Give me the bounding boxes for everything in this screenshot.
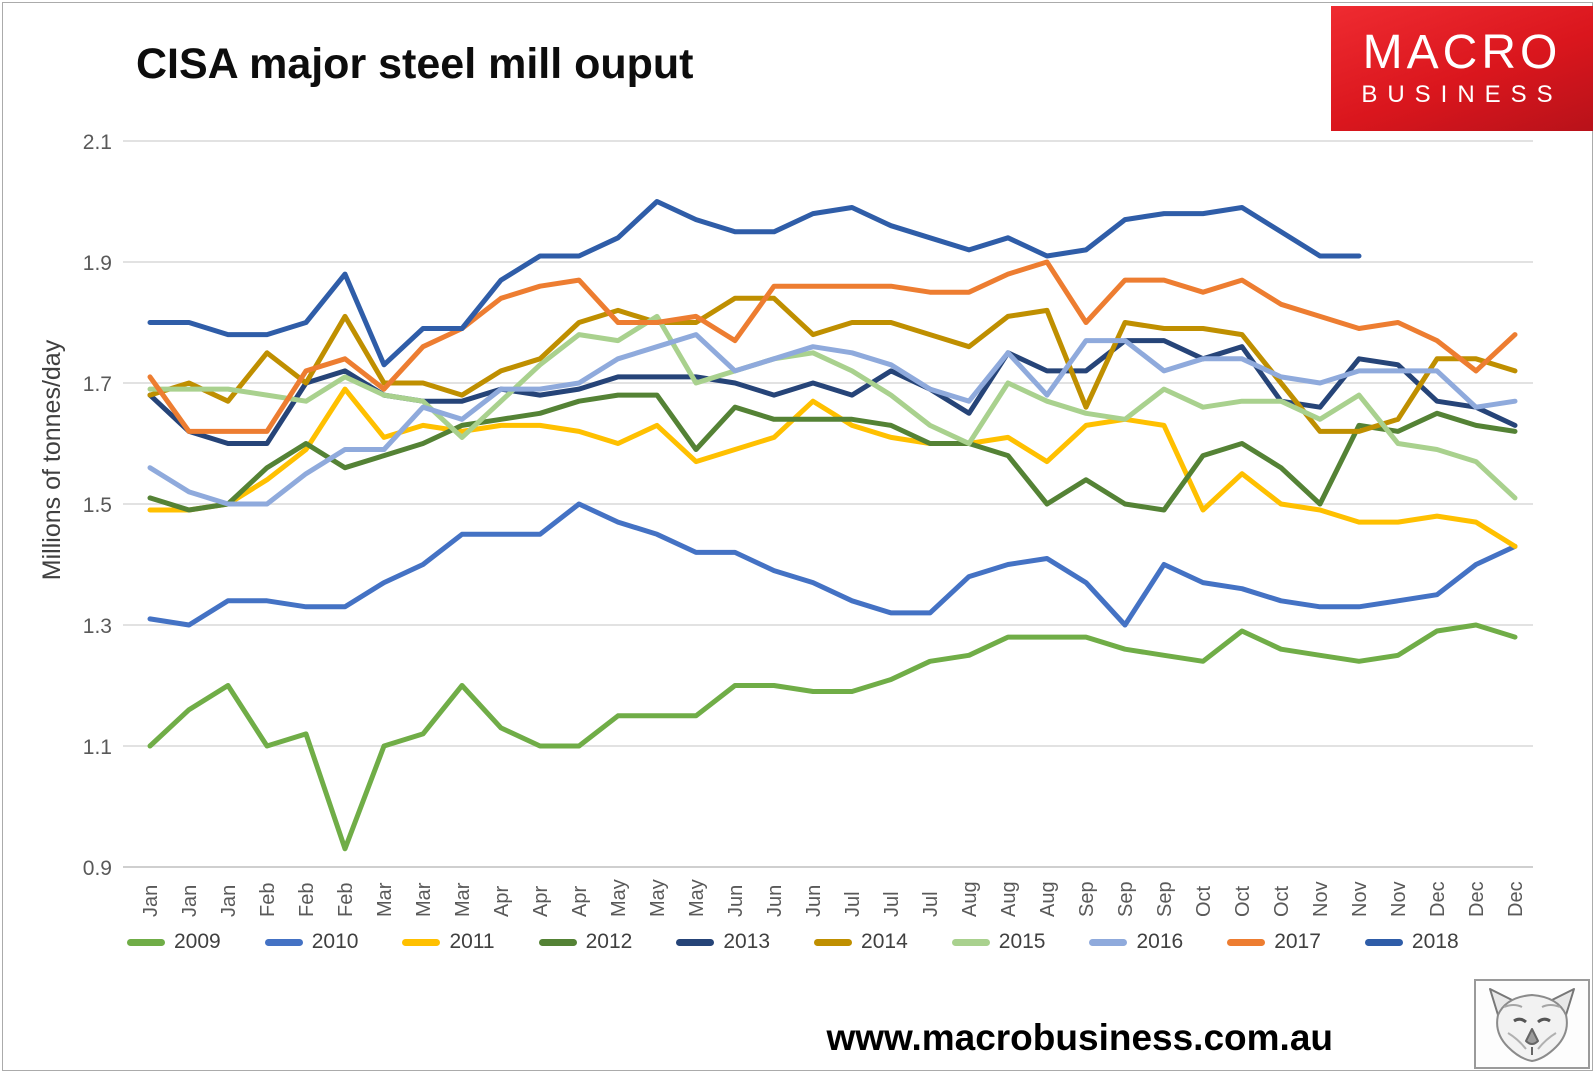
legend-label: 2018 [1411, 930, 1459, 953]
x-tick-label: Nov [1349, 881, 1371, 917]
x-tick-label: Oct [1193, 885, 1215, 917]
series-line-2014 [147, 295, 1518, 434]
x-tick-label: Jan [140, 885, 162, 917]
legend-swatch-icon [1227, 938, 1266, 946]
x-tick-label: Dec [1427, 881, 1449, 917]
legend-label: 2014 [861, 930, 908, 953]
y-tick-label: 1.1 [83, 736, 112, 759]
x-tick-label: Apr [491, 886, 513, 917]
legend-swatch-icon [1364, 938, 1403, 946]
legend-item-2013[interactable]: 2013 [676, 930, 770, 954]
logo-text-business: BUSINESS [1361, 80, 1563, 108]
series-line-2012 [147, 392, 1518, 513]
legend-swatch-icon [1089, 938, 1128, 946]
series-line-2013 [147, 338, 1518, 446]
x-tick-label: Mar [452, 882, 474, 917]
y-tick-label: 0.9 [83, 857, 112, 880]
legend-item-2011[interactable]: 2011 [402, 930, 495, 954]
x-tick-label: May [647, 879, 669, 917]
x-tick-label: Sep [1115, 881, 1137, 917]
x-tick-label: Feb [296, 883, 318, 917]
x-tick-label: Aug [959, 881, 981, 917]
x-tick-label: Jun [725, 885, 747, 917]
site-url: www.macrobusiness.com.au [826, 1017, 1333, 1058]
series-line-2017 [147, 259, 1518, 434]
legend-swatch-icon [676, 938, 715, 946]
legend-swatch-icon [814, 938, 853, 946]
legend-item-2015[interactable]: 2015 [951, 930, 1046, 954]
chart-legend: 2009 2010 2011 2012 2013 2014 2015 2016 2017 2018 [127, 930, 1459, 954]
wolf-sketch-icon [1489, 988, 1575, 1062]
series-line-2016 [147, 332, 1518, 507]
legend-item-2018[interactable]: 2018 [1364, 930, 1459, 954]
x-tick-label: Sep [1154, 881, 1176, 917]
legend-swatch-icon [402, 938, 441, 946]
legend-item-2010[interactable]: 2010 [264, 930, 359, 954]
x-tick-label: Feb [335, 883, 357, 917]
x-tick-label: Jun [764, 885, 786, 917]
legend-swatch-icon [127, 938, 165, 946]
x-tick-label: Aug [998, 881, 1020, 917]
x-tick-label: Oct [1232, 885, 1254, 917]
legend-label: 2017 [1274, 930, 1321, 953]
legend-label: 2012 [585, 930, 633, 953]
legend-label: 2015 [998, 930, 1046, 953]
legend-item-2014[interactable]: 2014 [814, 930, 908, 954]
legend-label: 2009 [174, 930, 221, 953]
x-tick-label: May [608, 879, 630, 917]
x-tick-label: Apr [530, 886, 552, 917]
series-line-2011 [147, 386, 1518, 549]
x-tick-label: Feb [257, 883, 279, 917]
series-line-2015 [147, 313, 1518, 501]
x-tick-label: May [686, 879, 708, 917]
x-tick-label: Mar [413, 882, 435, 917]
x-tick-label: Jul [920, 891, 942, 917]
y-tick-label: 1.7 [83, 373, 112, 396]
x-tick-label: Jul [842, 891, 864, 917]
x-tick-label: Mar [374, 882, 396, 917]
legend-label: 2013 [723, 930, 771, 953]
x-tick-label: Jan [218, 885, 240, 917]
x-tick-label: Dec [1505, 881, 1527, 917]
y-tick-label: 2.1 [83, 131, 112, 154]
legend-item-2012[interactable]: 2012 [538, 930, 633, 954]
x-tick-label: Nov [1388, 881, 1410, 917]
x-tick-label: Jan [179, 885, 201, 917]
series-line-2010 [147, 501, 1518, 628]
series-line-2009 [147, 622, 1518, 852]
y-tick-label: 1.9 [83, 252, 112, 275]
macrobusiness-logo: MACRO BUSINESS [1331, 6, 1593, 131]
page-title: CISA major steel mill ouput [136, 40, 694, 88]
logo-text-macro: MACRO [1362, 26, 1562, 80]
y-tick-label: 1.3 [83, 615, 112, 638]
legend-swatch-icon [951, 938, 990, 946]
legend-item-2016[interactable]: 2016 [1089, 930, 1183, 954]
x-tick-label: Dec [1466, 881, 1488, 917]
x-tick-label: Jul [881, 891, 903, 917]
x-tick-label: Jun [803, 885, 825, 917]
legend-swatch-icon [538, 938, 577, 946]
legend-label: 2010 [311, 930, 359, 953]
x-tick-label: Sep [1076, 881, 1098, 917]
x-tick-label: Apr [569, 886, 591, 917]
wolf-logo-box [1474, 979, 1590, 1069]
x-tick-label: Nov [1310, 881, 1332, 917]
legend-swatch-icon [264, 938, 303, 946]
legend-item-2017[interactable]: 2017 [1227, 930, 1321, 954]
legend-label: 2011 [449, 930, 495, 953]
series-line-2018 [147, 199, 1362, 368]
x-tick-label: Aug [1037, 881, 1059, 917]
legend-label: 2016 [1136, 930, 1184, 953]
y-axis-title: Millions of tonnes/day [38, 339, 66, 580]
y-tick-label: 1.5 [83, 494, 112, 517]
legend-item-2009[interactable]: 2009 [127, 930, 221, 954]
x-tick-label: Oct [1271, 885, 1293, 917]
